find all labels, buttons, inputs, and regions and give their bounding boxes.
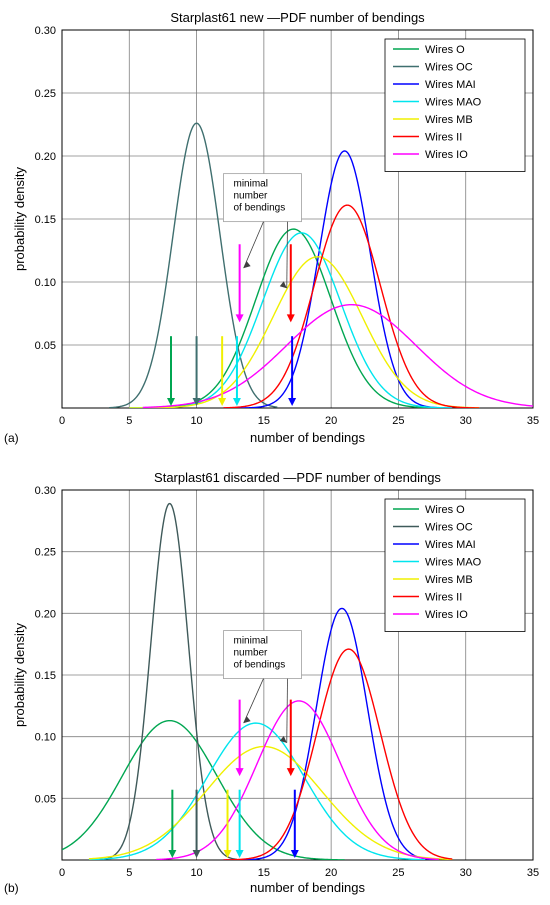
- y-tick-label: 0.20: [35, 608, 56, 620]
- x-tick-label: 0: [59, 867, 65, 879]
- x-axis-label: number of bendings: [250, 880, 365, 895]
- legend-entry-4: Wires MB: [425, 114, 473, 126]
- annotation-pointer: [243, 221, 264, 269]
- minimal-bendings-arrowhead-4: [290, 850, 299, 858]
- minimal-bendings-arrowhead-1: [192, 398, 201, 406]
- legend-entry-4: Wires MB: [425, 574, 473, 586]
- annotation-box: [223, 173, 302, 223]
- x-tick-label: 25: [392, 415, 404, 427]
- chart-panel-0: Starplast61 new —PDF number of bendings 0…: [4, 10, 539, 445]
- y-axis-label: probability density: [12, 166, 27, 271]
- x-axis-label: number of bendings: [250, 430, 365, 445]
- y-tick-label: 0.20: [35, 151, 56, 163]
- x-tick-label: 5: [126, 415, 132, 427]
- annotation-pointer-head: [243, 261, 251, 269]
- annotation-text: of bendings: [233, 203, 285, 214]
- y-tick-label: 0.15: [35, 670, 56, 682]
- x-tick-label: 30: [460, 415, 472, 427]
- legend-entry-1: Wires OC: [425, 522, 473, 534]
- legend: [384, 498, 526, 632]
- annotation-text: number: [233, 648, 268, 659]
- x-tick-label: 0: [59, 415, 65, 427]
- annotation-pointer: [286, 678, 288, 743]
- minimal-bendings-arrowhead-3: [232, 398, 241, 406]
- x-tick-label: 25: [392, 867, 404, 879]
- y-tick-label: 0.30: [35, 25, 56, 37]
- minimal-bendings-arrowhead-4: [288, 398, 297, 406]
- annotation-pointer-head: [279, 735, 287, 743]
- y-tick-label: 0.10: [35, 277, 56, 289]
- series-line-5: [223, 648, 453, 860]
- x-tick-label: 35: [527, 415, 539, 427]
- annotation-pointer: [243, 678, 264, 724]
- legend-entry-2: Wires MAI: [425, 539, 476, 551]
- plot-frame: [61, 29, 534, 409]
- x-tick-label: 10: [190, 867, 202, 879]
- legend-entry-5: Wires II: [425, 132, 462, 144]
- x-tick-label: 10: [190, 415, 202, 427]
- y-tick-label: 0.05: [35, 793, 56, 805]
- legend-entry-0: Wires O: [425, 44, 465, 56]
- series-line-3: [88, 722, 426, 860]
- legend-entry-5: Wires II: [425, 592, 462, 604]
- minimal-bendings-arrowhead-2: [218, 398, 227, 406]
- y-tick-label: 0.15: [35, 214, 56, 226]
- series-line-4: [129, 256, 480, 408]
- legend-entry-2: Wires MAI: [425, 79, 476, 91]
- legend: [384, 38, 526, 172]
- annotation-pointer-head: [279, 281, 287, 289]
- chart-title: Starplast61 discarded —PDF number of ben…: [154, 470, 441, 485]
- plot-frame: [61, 489, 534, 861]
- series-line-2: [223, 150, 453, 408]
- y-tick-label: 0.25: [35, 547, 56, 559]
- series-line-1: [109, 122, 278, 408]
- legend-entry-0: Wires O: [425, 504, 465, 516]
- y-tick-label: 0.25: [35, 88, 56, 100]
- x-tick-label: 35: [527, 867, 539, 879]
- annotation-text: number: [233, 191, 268, 202]
- series-line-0: [62, 719, 345, 860]
- legend-entry-3: Wires MAO: [425, 97, 482, 109]
- x-tick-label: 5: [126, 867, 132, 879]
- annotation-arrowhead-0: [235, 314, 244, 323]
- legend-entry-1: Wires OC: [425, 62, 473, 74]
- series-line-2: [223, 607, 439, 860]
- legend-entry-3: Wires MAO: [425, 557, 482, 569]
- annotation-pointer-head: [243, 716, 251, 724]
- panel-label: (b): [4, 881, 19, 895]
- series-line-6: [156, 700, 439, 860]
- y-tick-label: 0.05: [35, 340, 56, 352]
- y-tick-label: 0.10: [35, 732, 56, 744]
- annotation-text: minimal: [233, 179, 267, 190]
- panel-label: (a): [4, 431, 19, 445]
- minimal-bendings-arrowhead-2: [223, 850, 232, 858]
- x-tick-label: 15: [258, 415, 270, 427]
- minimal-bendings-arrowhead-1: [192, 850, 201, 858]
- annotation-text: minimal: [233, 636, 267, 647]
- minimal-bendings-arrowhead-0: [167, 398, 176, 406]
- minimal-bendings-arrowhead-0: [168, 850, 177, 858]
- annotation-pointer: [286, 221, 288, 289]
- annotation-arrowhead-1: [286, 314, 295, 323]
- series-line-4: [88, 745, 453, 860]
- series-line-6: [142, 303, 533, 408]
- annotation-arrowhead-0: [235, 768, 244, 777]
- legend-entry-6: Wires IO: [425, 609, 468, 621]
- x-tick-label: 30: [460, 867, 472, 879]
- x-tick-label: 20: [325, 867, 337, 879]
- y-axis-label: probability density: [12, 622, 27, 727]
- minimal-bendings-arrowhead-3: [235, 850, 244, 858]
- annotation-arrowhead-1: [286, 768, 295, 777]
- annotation-box: [223, 630, 302, 679]
- x-tick-label: 20: [325, 415, 337, 427]
- chart-panel-1: Starplast61 discarded —PDF number of ben…: [4, 470, 539, 895]
- y-tick-label: 0.30: [35, 485, 56, 497]
- x-tick-label: 15: [258, 867, 270, 879]
- series-line-5: [223, 204, 480, 408]
- legend-entry-6: Wires IO: [425, 149, 468, 161]
- chart-title: Starplast61 new —PDF number of bendings: [170, 10, 425, 25]
- annotation-text: of bendings: [233, 660, 285, 671]
